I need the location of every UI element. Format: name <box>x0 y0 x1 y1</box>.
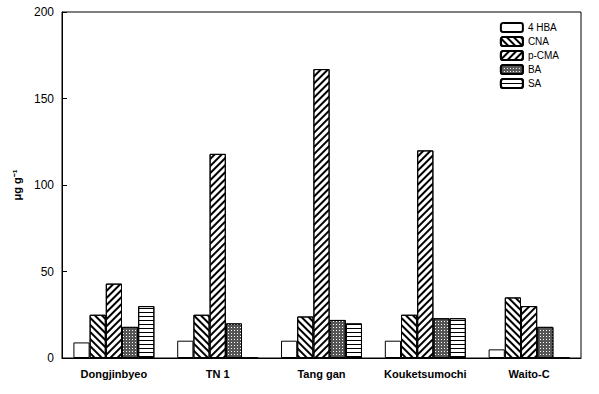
svg-text:Tang gan: Tang gan <box>297 368 345 380</box>
svg-text:100: 100 <box>34 178 54 192</box>
svg-text:TN 1: TN 1 <box>206 368 230 380</box>
svg-text:4 HBA: 4 HBA <box>528 22 557 33</box>
svg-text:CNA: CNA <box>528 36 549 47</box>
svg-text:50: 50 <box>41 265 55 279</box>
svg-text:μg g⁻¹: μg g⁻¹ <box>11 169 23 200</box>
svg-text:Dongjinbyeo: Dongjinbyeo <box>81 368 148 380</box>
svg-text:200: 200 <box>34 5 54 19</box>
svg-text:0: 0 <box>47 351 54 365</box>
svg-text:SA: SA <box>528 78 542 89</box>
svg-text:BA: BA <box>528 64 542 75</box>
svg-text:Waito-C: Waito-C <box>509 368 550 380</box>
svg-text:Kouketsumochi: Kouketsumochi <box>384 368 467 380</box>
svg-text:150: 150 <box>34 92 54 106</box>
svg-text:p-CMA: p-CMA <box>528 50 559 61</box>
